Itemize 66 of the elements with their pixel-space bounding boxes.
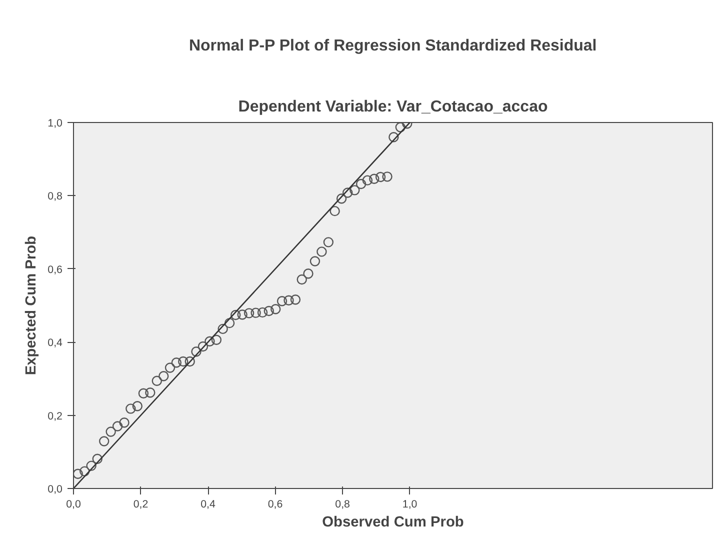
point [250, 308, 261, 318]
point [369, 174, 380, 184]
point [178, 356, 188, 367]
point [132, 401, 142, 412]
point [80, 466, 90, 476]
point [99, 436, 110, 446]
y-tick-label: 0,0 [48, 484, 63, 496]
y-tick-label: 1,0 [48, 118, 63, 130]
chart-subtitle: Dependent Variable: Var_Cotacao_accao [238, 98, 548, 116]
point [356, 178, 366, 190]
point [74, 468, 83, 479]
x-tick-label: 0,8 [335, 498, 350, 510]
point [257, 307, 268, 318]
point [211, 334, 222, 345]
point [164, 362, 176, 373]
x-tick-label: 0,0 [66, 498, 81, 510]
point [204, 336, 215, 346]
point [316, 246, 327, 257]
point [395, 122, 406, 132]
point [296, 274, 307, 285]
point [119, 418, 130, 428]
point [336, 194, 347, 204]
point [382, 172, 392, 182]
x-tick-label: 0,6 [268, 498, 283, 510]
point [145, 388, 156, 398]
point [112, 421, 123, 432]
point [230, 310, 241, 320]
y-tick-label: 0,2 [48, 410, 63, 422]
point [191, 346, 202, 357]
point [388, 132, 399, 142]
point [158, 371, 169, 382]
point [86, 460, 96, 471]
x-tick-label: 1,0 [402, 498, 418, 510]
point [276, 296, 288, 306]
point [244, 308, 254, 318]
point [218, 324, 228, 334]
y-tick-label: 0,6 [48, 264, 63, 276]
point [342, 188, 353, 198]
point [184, 356, 195, 367]
point [126, 404, 136, 414]
point [152, 376, 162, 386]
x-axis-title: Observed Cum Prob [322, 514, 464, 530]
point [237, 310, 248, 320]
point [224, 318, 235, 328]
y-tick-label: 0,4 [48, 337, 63, 350]
point [350, 185, 360, 196]
point [362, 175, 373, 186]
point [92, 454, 102, 464]
point [270, 304, 281, 314]
point [290, 294, 301, 305]
point [303, 268, 314, 279]
point [198, 341, 208, 352]
point [106, 426, 116, 437]
point [323, 237, 334, 248]
point [284, 295, 294, 306]
chart-title: Normal P-P Plot of Regression Standardized Residual [188, 38, 597, 54]
point [330, 206, 340, 216]
x-tick-label: 0,4 [200, 498, 216, 510]
point [310, 256, 320, 266]
point [375, 172, 386, 182]
x-tick-label: 0,2 [133, 498, 148, 510]
y-axis-title: Expected Cum Prob [24, 236, 40, 376]
point [138, 388, 149, 398]
point [171, 358, 182, 368]
y-tick-label: 0,8 [48, 190, 63, 203]
point [264, 306, 274, 316]
